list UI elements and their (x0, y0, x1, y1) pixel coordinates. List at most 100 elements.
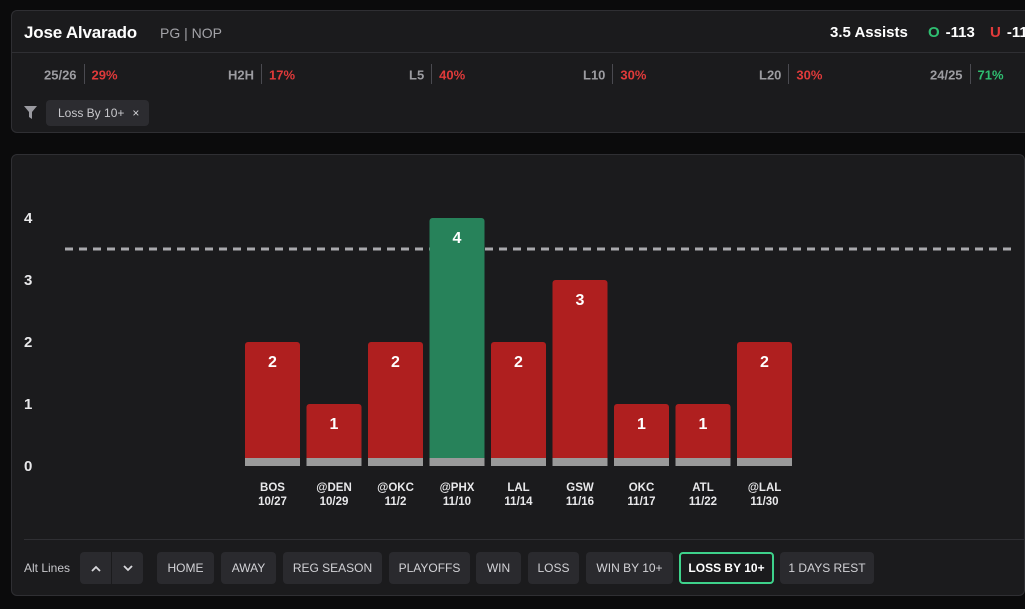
date-label: 11/17 (627, 496, 655, 508)
filter-win-by-10-button[interactable]: WIN BY 10+ (586, 552, 673, 584)
date-label: 10/27 (258, 496, 287, 508)
bar-value-label: 2 (760, 354, 769, 371)
date-label: 10/29 (320, 496, 349, 508)
stat-l5[interactable]: L5 40% (409, 64, 466, 86)
category-label: @LAL (748, 482, 782, 494)
bar-base (491, 458, 546, 466)
chevron-up-icon[interactable] (80, 552, 111, 584)
y-tick-label: 0 (24, 458, 32, 475)
bar-value-label: 2 (268, 354, 277, 371)
bar-base (737, 458, 792, 466)
assists-bar-chart: 012342BOS10/271@DEN10/292@OKC11/24@PHX11… (24, 210, 1012, 508)
stat-divider (83, 64, 85, 84)
bar (429, 218, 485, 466)
bar-value-label: 3 (576, 292, 585, 309)
date-label: 11/14 (504, 496, 533, 508)
filter-home-button[interactable]: HOME (157, 552, 214, 584)
player-header: Jose Alvarado PG | NOP 3.5 Assists O -113… (12, 11, 1025, 53)
date-label: 11/16 (566, 496, 594, 508)
bar (306, 404, 362, 466)
stat-divider (969, 64, 971, 84)
filter-days-rest-button[interactable]: 1 DAYS REST (780, 552, 874, 584)
date-label: 11/2 (385, 496, 407, 508)
over-odds: -113 (945, 24, 975, 41)
stat-label: 25/26 (44, 67, 77, 83)
bar-base (368, 458, 423, 466)
stat-value: 29% (91, 67, 118, 83)
stat-l10[interactable]: L10 30% (583, 64, 647, 86)
bar-base (675, 458, 731, 466)
category-label: BOS (260, 482, 285, 494)
bar-value-label: 1 (637, 416, 646, 433)
bar-base (614, 458, 669, 466)
stat-value: 71% (977, 67, 1004, 83)
alt-lines-label: Alt Lines (24, 561, 71, 575)
bar-value-label: 1 (330, 416, 339, 433)
stat-label: H2H (228, 67, 255, 83)
bar (491, 342, 546, 466)
date-label: 11/22 (689, 496, 717, 508)
player-summary-panel: Jose Alvarado PG | NOP 3.5 Assists O -113… (11, 10, 1025, 133)
filter-away-button[interactable]: AWAY (221, 552, 276, 584)
y-tick-label: 1 (24, 396, 32, 413)
bar (245, 342, 300, 466)
category-label: OKC (629, 482, 655, 494)
category-label: LAL (507, 482, 529, 494)
bar (552, 280, 608, 466)
category-label: @DEN (316, 482, 352, 494)
player-position-team: PG | NOP (160, 25, 222, 41)
date-label: 11/30 (750, 496, 778, 508)
stat-value: 40% (439, 67, 466, 83)
chevron-down-icon[interactable] (111, 552, 143, 584)
bar-value-label: 2 (391, 354, 400, 371)
filter-loss-by-10-button[interactable]: LOSS BY 10+ (679, 552, 774, 584)
filter-chip-label: Loss By 10+ (58, 106, 125, 120)
over-odds-button[interactable]: O -113 (928, 24, 975, 41)
category-label: GSW (566, 482, 594, 494)
under-odds-button[interactable]: U -11 (990, 24, 1025, 41)
filter-reg-season-button[interactable]: REG SEASON (283, 552, 382, 584)
category-label: @PHX (440, 482, 475, 494)
alt-lines-stepper[interactable] (80, 552, 143, 584)
bar-base (552, 458, 608, 466)
stat-label: L5 (409, 67, 425, 83)
game-log-chart-panel: 0 1 2 3 4 2 BOS 10/27 1 @DEN 10/29 2 @OKC 11/2 4 @PHX 11… (11, 154, 1025, 596)
filter-playoffs-button[interactable]: PLAYOFFS (389, 552, 470, 584)
filter-win-button[interactable]: WIN (476, 552, 521, 584)
bar-base (306, 458, 362, 466)
filter-chip[interactable]: Loss By 10+ × (46, 100, 150, 126)
controls-divider (24, 539, 1024, 540)
category-label: ATL (692, 482, 714, 494)
stat-label: 24/25 (930, 67, 963, 83)
stat-season[interactable]: 25/26 29% (44, 64, 118, 86)
stat-divider (261, 64, 263, 84)
bar-base (429, 458, 485, 466)
stat-h2h[interactable]: H2H 17% (228, 64, 296, 86)
stat-l20[interactable]: L20 30% (759, 64, 823, 86)
date-label: 11/10 (443, 496, 471, 508)
stat-divider (612, 64, 614, 84)
prop-line: 3.5 Assists (830, 24, 908, 41)
funnel-icon (24, 106, 37, 119)
under-odds: -11 (1006, 24, 1025, 41)
stat-label: L20 (759, 67, 782, 83)
stat-value: 30% (620, 67, 647, 83)
bar (368, 342, 423, 466)
bar (675, 404, 731, 466)
active-filters: Loss By 10+ × (12, 94, 1025, 133)
stat-label: L10 (583, 67, 606, 83)
category-label: @OKC (377, 482, 414, 494)
stat-last-season[interactable]: 24/25 71% (930, 64, 1004, 86)
bar-base (245, 458, 300, 466)
stat-value: 30% (796, 67, 823, 83)
filter-loss-button[interactable]: LOSS (528, 552, 579, 584)
hit-rate-stats: 25/26 29% H2H 17% L5 40% L10 30% L20 30% 24/2… (12, 54, 1025, 94)
stat-value: 17% (269, 67, 296, 83)
under-label: U (990, 24, 1001, 41)
close-icon[interactable]: × (132, 106, 140, 120)
player-name: Jose Alvarado (24, 23, 137, 42)
bar (614, 404, 669, 466)
bar (737, 342, 792, 466)
stat-divider (431, 64, 433, 84)
bar-value-label: 2 (514, 354, 523, 371)
